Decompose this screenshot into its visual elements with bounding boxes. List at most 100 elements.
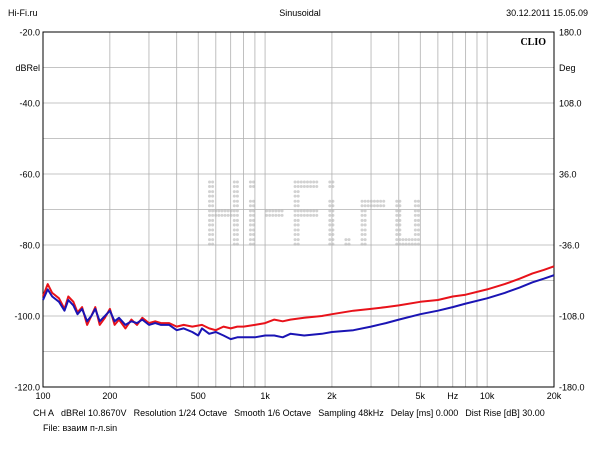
- watermark-dot: [363, 218, 367, 222]
- watermark-dot: [235, 209, 239, 213]
- watermark-dot: [296, 184, 300, 189]
- watermark-dot: [277, 209, 281, 213]
- watermark: [208, 180, 420, 246]
- watermark-dot: [376, 199, 380, 203]
- watermark-dot: [211, 233, 215, 237]
- watermark-dot: [211, 190, 215, 194]
- watermark-dot: [299, 213, 303, 217]
- watermark-dot: [395, 204, 399, 208]
- watermark-dot: [293, 209, 297, 213]
- y-tick-label-left: -20.0: [19, 28, 40, 38]
- watermark-dot: [407, 238, 411, 242]
- watermark-dot: [296, 228, 300, 232]
- watermark-dot: [360, 199, 364, 203]
- watermark-dot: [302, 213, 306, 217]
- watermark-dot: [328, 213, 332, 217]
- setting-item: Sampling 48kHz: [318, 408, 384, 418]
- watermark-dot: [271, 213, 275, 217]
- setting-item: Dist Rise [dB] 30.00: [465, 408, 545, 418]
- watermark-dot: [309, 213, 313, 217]
- watermark-dot: [248, 199, 252, 203]
- watermark-dot: [401, 238, 405, 242]
- watermark-dot: [382, 204, 386, 208]
- watermark-dot: [363, 223, 367, 227]
- watermark-dot: [302, 184, 306, 189]
- watermark-dot: [232, 238, 236, 242]
- watermark-dot: [416, 228, 420, 232]
- setting-item: Delay [ms] 0.000: [390, 408, 459, 418]
- watermark-dot: [208, 218, 212, 222]
- series-layer: [42, 265, 555, 341]
- watermark-dot: [208, 194, 212, 198]
- watermark-dot: [312, 184, 316, 189]
- watermark-dot: [252, 213, 256, 217]
- watermark-dot: [235, 199, 239, 203]
- watermark-dot: [232, 204, 236, 208]
- watermark-dot: [328, 209, 332, 213]
- watermark-dot: [363, 209, 367, 213]
- setting-item: Resolution 1/24 Octave: [133, 408, 228, 418]
- watermark-dot: [271, 209, 275, 213]
- watermark-dot: [296, 199, 300, 203]
- plot-frame: [42, 31, 555, 388]
- watermark-dot: [232, 218, 236, 222]
- watermark-dot: [315, 209, 319, 213]
- watermark-dot: [360, 209, 364, 213]
- watermark-dot: [413, 223, 417, 227]
- watermark-dot: [248, 209, 252, 213]
- y-tick-label-right: -36.0: [559, 241, 580, 251]
- watermark-dot: [296, 233, 300, 237]
- watermark-dot: [366, 199, 370, 203]
- watermark-dot: [328, 228, 332, 232]
- watermark-dot: [372, 199, 376, 203]
- watermark-dot: [293, 238, 297, 242]
- watermark-dot: [309, 180, 313, 184]
- watermark-dot: [309, 184, 313, 189]
- watermark-dot: [293, 199, 297, 203]
- watermark-dot: [226, 213, 230, 217]
- watermark-dot: [211, 213, 215, 217]
- watermark-dot: [293, 213, 297, 217]
- watermark-dot: [220, 213, 224, 217]
- watermark-dot: [395, 218, 399, 222]
- measurement-datetime: 30.12.2011 15.05.09: [506, 8, 588, 18]
- watermark-dot: [252, 238, 256, 242]
- watermark-dot: [296, 223, 300, 227]
- watermark-dot: [299, 209, 303, 213]
- watermark-dot: [305, 213, 309, 217]
- watermark-dot: [395, 233, 399, 237]
- watermark-dot: [416, 233, 420, 237]
- x-tick-label: Hz: [447, 391, 458, 401]
- watermark-dot: [302, 209, 306, 213]
- watermark-dot: [265, 209, 269, 213]
- watermark-dot: [208, 190, 212, 194]
- watermark-dot: [235, 228, 239, 232]
- watermark-dot: [296, 194, 300, 198]
- watermark-dot: [293, 204, 297, 208]
- watermark-dot: [211, 209, 215, 213]
- x-tick-label: 1k: [260, 391, 270, 401]
- watermark-dot: [413, 233, 417, 237]
- y-tick-label-left: -120.0: [14, 383, 40, 393]
- y-tick-label-left: -60.0: [19, 170, 40, 180]
- watermark-dot: [235, 238, 239, 242]
- watermark-dot: [211, 204, 215, 208]
- watermark-dot: [208, 180, 212, 184]
- watermark-dot: [395, 228, 399, 232]
- x-tick-label: 200: [102, 391, 117, 401]
- watermark-dot: [416, 199, 420, 203]
- watermark-dot: [235, 204, 239, 208]
- watermark-dot: [413, 238, 417, 242]
- watermark-dot: [232, 223, 236, 227]
- watermark-dot: [328, 199, 332, 203]
- watermark-dot: [309, 209, 313, 213]
- watermark-dot: [296, 218, 300, 222]
- watermark-dot: [416, 204, 420, 208]
- watermark-dot: [208, 213, 212, 217]
- watermark-dot: [232, 194, 236, 198]
- y-tick-label-right: 180.0: [559, 28, 582, 38]
- watermark-dot: [395, 199, 399, 203]
- watermark-dot: [217, 209, 221, 213]
- watermark-dot: [416, 238, 420, 242]
